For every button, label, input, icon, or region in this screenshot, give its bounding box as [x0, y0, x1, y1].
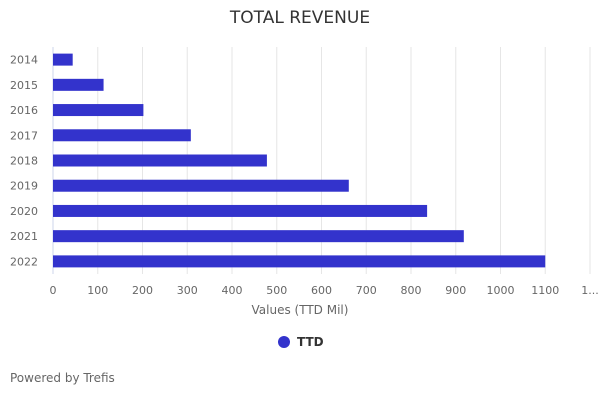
x-tick-label: 1000: [487, 284, 515, 297]
powered-by-credit[interactable]: Powered by Trefis: [10, 371, 115, 385]
x-tick-label: 500: [266, 284, 287, 297]
y-tick-label: 2016: [10, 104, 38, 117]
bar-2014: [53, 53, 73, 66]
y-tick-label: 2022: [10, 255, 38, 268]
bar-2022: [53, 255, 546, 268]
chart-title: TOTAL REVENUE: [229, 8, 371, 28]
y-tick-label: 2015: [10, 79, 38, 92]
y-tick-label: 2020: [10, 205, 38, 218]
bar-2019: [53, 179, 349, 192]
bar-2016: [53, 104, 144, 117]
x-tick-label: 200: [132, 284, 153, 297]
x-tick-label: 400: [222, 284, 243, 297]
x-tick-label: 900: [445, 284, 466, 297]
x-tick-label: 800: [401, 284, 422, 297]
x-tick-label: 1...: [581, 284, 599, 297]
bar-2018: [53, 154, 267, 167]
legend-marker: [278, 336, 290, 348]
y-tick-label: 2021: [10, 230, 38, 243]
x-tick-label: 700: [356, 284, 377, 297]
y-tick-label: 2019: [10, 180, 38, 193]
legend-label: TTD: [297, 335, 324, 349]
legend-item[interactable]: TTD: [278, 335, 324, 349]
y-tick-label: 2014: [10, 54, 38, 67]
bar-2017: [53, 129, 191, 142]
x-tick-label: 0: [50, 284, 57, 297]
bar-2020: [53, 204, 428, 217]
y-tick-label: 2018: [10, 155, 38, 168]
y-tick-label: 2017: [10, 129, 38, 142]
x-tick-label: 100: [87, 284, 108, 297]
bar-2021: [53, 230, 464, 243]
x-tick-label: 600: [311, 284, 332, 297]
bar-2015: [53, 78, 104, 91]
x-tick-label: 300: [177, 284, 198, 297]
x-axis-label: Values (TTD Mil): [251, 303, 349, 317]
x-tick-label: 1100: [531, 284, 559, 297]
